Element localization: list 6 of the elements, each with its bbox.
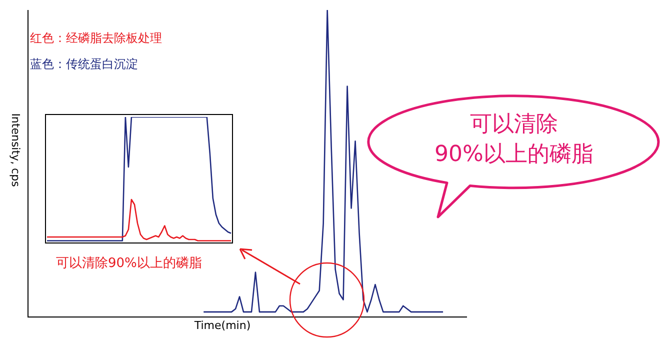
text: 红色：经磷脂去除板处理 [30, 30, 162, 47]
annotation: 可以清除 90%以上的磷脂 [434, 111, 594, 169]
y-axis-title: Intensity, cps [9, 113, 22, 188]
text: 蓝色：传统蛋白沉淀 [30, 56, 139, 73]
annotation: 可以清除90%以上的磷脂 [56, 255, 202, 272]
x-axis-title: Time(min) [193, 318, 251, 332]
